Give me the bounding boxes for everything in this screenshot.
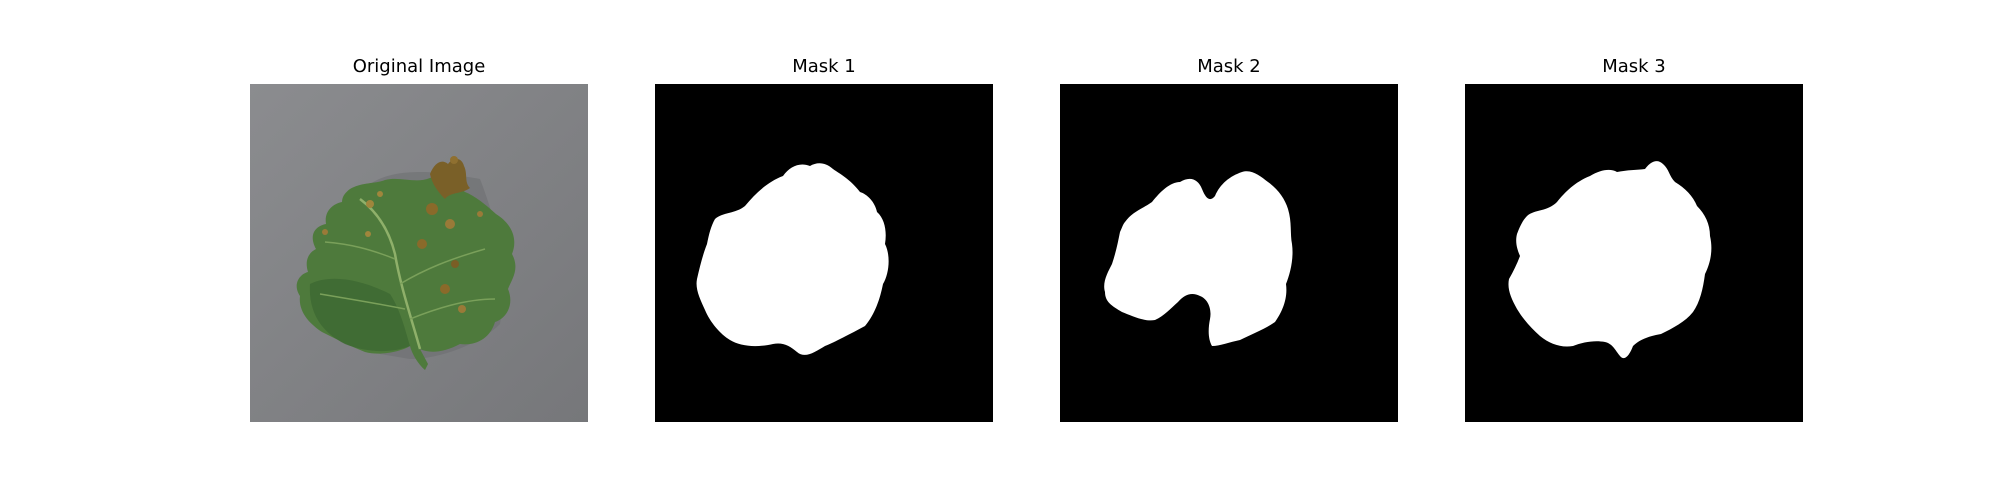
mask-1 [655, 84, 993, 422]
panel-original-image: Original Image [250, 52, 588, 422]
leaf-vein [319, 293, 406, 310]
lesion [458, 305, 466, 313]
mask-region [696, 163, 889, 355]
mask-3-image [1465, 84, 1803, 422]
leaf-midrib [359, 198, 422, 350]
lesion [417, 239, 427, 249]
panel-title: Mask 2 [1197, 56, 1261, 77]
lesion [426, 203, 438, 215]
lesion [445, 219, 455, 229]
panel-title: Mask 1 [792, 56, 856, 77]
leaf-vein [409, 298, 496, 320]
mask-2 [1060, 84, 1398, 422]
lesion [450, 156, 458, 164]
lesion [440, 284, 450, 294]
lesion-cluster [430, 158, 470, 199]
panel-title: Mask 3 [1602, 56, 1666, 77]
mask-region [1508, 161, 1712, 359]
panel-title: Original Image [352, 56, 486, 77]
panel-mask-3: Mask 3 [1465, 52, 1803, 422]
lesion [322, 229, 328, 235]
original-image [250, 84, 588, 422]
lesion [366, 200, 374, 208]
mask-region [1104, 171, 1293, 346]
lesion [377, 191, 383, 197]
lesion [365, 231, 371, 237]
lesion [451, 260, 459, 268]
leaf-vein [324, 241, 396, 260]
leaf-vein [399, 248, 486, 285]
mask-3 [1465, 84, 1803, 422]
panel-mask-2: Mask 2 [1060, 52, 1398, 422]
panel-mask-1: Mask 1 [655, 52, 993, 422]
mask-1-image [655, 84, 993, 422]
leaf-photo [250, 84, 588, 422]
mask-2-image [1060, 84, 1398, 422]
lesion [477, 211, 483, 217]
